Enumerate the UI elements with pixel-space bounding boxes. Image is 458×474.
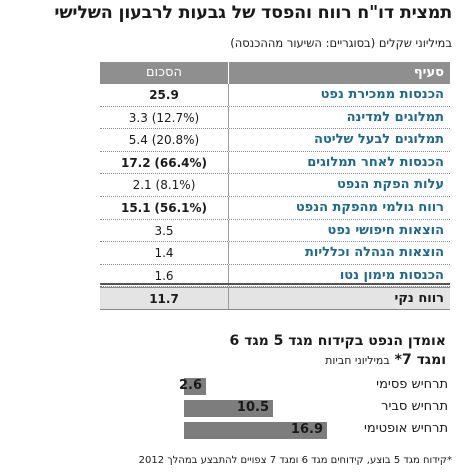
table-row: רווח גולמי מהפקת הנפט 15.1 (56.1%) xyxy=(100,196,450,220)
row-amount: 17.2 (66.4%) xyxy=(100,152,228,174)
table-body: הכנסות ממכירת נפט 25.9 תמלוגים למדינה 3.3 (… xyxy=(100,84,450,288)
row-label: הכנסות מימון נטו xyxy=(339,267,444,283)
column-divider xyxy=(228,62,229,84)
table-subtitle: במיליוני שקלים (בסוגריים: השיעור מההכנסה… xyxy=(230,36,452,50)
bar xyxy=(184,400,273,417)
bar-category-label: תרחיש אופטימי xyxy=(363,421,448,436)
column-divider xyxy=(228,288,229,309)
row-percent: (20.8%) xyxy=(151,133,200,148)
bar-chart-title: אומדן הנפט בקידוח מגד 5 מגד 6 xyxy=(229,333,446,349)
column-divider xyxy=(228,106,229,129)
row-label: תמלוגים לבעל שליטה xyxy=(314,132,444,148)
column-divider xyxy=(228,129,229,151)
row-amount: 25.9 xyxy=(100,84,228,106)
column-divider xyxy=(228,196,229,219)
total-value-number: 11.7 xyxy=(149,292,179,307)
income-statement-table: סעיף הסכום הכנסות ממכירת נפט 25.9 תמלוגים … xyxy=(100,62,450,310)
row-amount: 2.1 (8.1%) xyxy=(100,174,228,196)
table-row: עלות הפקת הנפט 2.1 (8.1%) xyxy=(100,174,450,197)
row-value: 2.1 xyxy=(132,178,152,193)
row-value: 17.2 xyxy=(120,155,151,170)
column-divider xyxy=(228,264,229,287)
header-amount: הסכום xyxy=(146,65,182,80)
row-value: 1.6 xyxy=(154,268,174,283)
row-value: 3.5 xyxy=(154,223,174,238)
row-percent: (56.1%) xyxy=(154,200,208,215)
bar-chart-title-line2: ומגד 7* במיליוני חביות xyxy=(6,352,446,368)
bar-value-label: 16.9 xyxy=(290,422,323,437)
column-divider xyxy=(228,84,229,106)
bar xyxy=(184,422,327,439)
column-divider xyxy=(228,151,229,174)
row-amount: 1.4 xyxy=(100,242,228,264)
row-value: 25.9 xyxy=(149,88,179,102)
bar-value-label: 2.6 xyxy=(178,378,202,393)
row-amount: 3.5 xyxy=(100,220,228,242)
table-total-row: רווח נקי 11.7 xyxy=(100,287,450,310)
row-percent: (8.1%) xyxy=(155,178,196,193)
row-amount: 3.3 (12.7%) xyxy=(100,107,228,129)
row-label: עלות הפקת הנפט xyxy=(336,177,444,193)
row-value: 5.4 xyxy=(128,133,148,148)
row-percent: (12.7%) xyxy=(151,110,200,125)
bar xyxy=(184,378,206,395)
row-label: הוצאות חיפושי נפט xyxy=(327,222,444,238)
page-title: תמצית דו"ח רווח והפסד של גבעות לרבעון הש… xyxy=(54,3,452,23)
table-row: הכנסות מימון נטו 1.6 xyxy=(100,264,450,288)
table-row: הכנסות לאחר תמלוגים 17.2 (66.4%) xyxy=(100,151,450,175)
bar-category-label: תרחיש סביר xyxy=(381,399,448,414)
row-label: תמלוגים למדינה xyxy=(346,109,444,125)
row-amount: 1.6 xyxy=(100,265,228,287)
row-label: רווח גולמי מהפקת הנפט xyxy=(295,199,444,215)
header-item: סעיף xyxy=(413,65,444,80)
column-divider xyxy=(228,174,229,196)
section-rule xyxy=(100,283,450,285)
table-row: תמלוגים לבעל שליטה 5.4 (20.8%) xyxy=(100,129,450,152)
column-divider xyxy=(228,219,229,242)
row-percent: (66.4%) xyxy=(154,155,208,170)
bar-chart-unit: במיליוני חביות xyxy=(325,354,390,367)
row-label: הכנסות ממכירת נפט xyxy=(320,87,444,102)
table-row: תמלוגים למדינה 3.3 (12.7%) xyxy=(100,106,450,130)
total-value: 11.7 xyxy=(100,288,228,310)
table-row: הוצאות הנהלה וכלליות 1.4 xyxy=(100,242,450,265)
row-amount: 5.4 (20.8%) xyxy=(100,129,228,151)
table-row: הוצאות חיפושי נפט 3.5 xyxy=(100,219,450,243)
table-row: הכנסות ממכירת נפט 25.9 xyxy=(100,84,450,107)
total-label: רווח נקי xyxy=(394,291,445,307)
bar-chart-title-cont: ומגד 7* xyxy=(394,352,446,368)
row-amount: 15.1 (56.1%) xyxy=(100,197,228,219)
footnote: *קידוח מגד 5 בוצע, קידוחים מגד 6 ומגד 7 … xyxy=(138,455,452,466)
column-divider xyxy=(228,242,229,264)
table-header-row: סעיף הסכום xyxy=(100,62,450,84)
row-value: 15.1 xyxy=(120,200,151,215)
bar-category-label: תרחיש פסימי xyxy=(376,377,448,392)
row-label: הוצאות הנהלה וכלליות xyxy=(304,245,444,261)
row-value: 1.4 xyxy=(154,246,174,261)
row-value: 3.3 xyxy=(128,110,148,125)
bar-value-label: 10.5 xyxy=(236,400,269,415)
row-label: הכנסות לאחר תמלוגים xyxy=(307,154,444,170)
